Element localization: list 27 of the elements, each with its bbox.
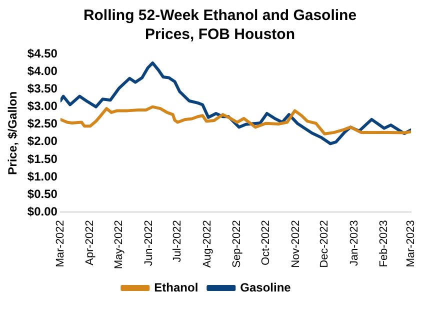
legend-label: Ethanol	[154, 280, 198, 294]
x-tick-label: Mar-2023	[405, 220, 418, 268]
y-tick-label: $1.50	[27, 152, 58, 166]
x-tick-label: May-2022	[113, 220, 126, 270]
x-tick-label: Jul-2022	[172, 220, 184, 262]
x-tick-label: Jun-2022	[142, 220, 155, 266]
y-tick-label: $3.50	[27, 82, 58, 96]
x-tick-label: Nov-2022	[290, 220, 302, 268]
chart-title: Rolling 52-Week Ethanol and Gasoline Prices, FOB Houston	[82, 6, 358, 44]
y-axis-title: Price, $/Gallon	[6, 91, 20, 175]
x-tick-label: Sep-2022	[231, 220, 244, 268]
y-tick-label: $1.00	[27, 169, 58, 184]
legend-label: Gasoline	[240, 280, 292, 294]
x-tick-label: Apr-2022	[84, 220, 96, 266]
x-tick-label: Feb-2023	[378, 220, 390, 268]
x-tick-label: Aug-2022	[201, 220, 214, 268]
x-tick-label: Jan-2023	[348, 220, 360, 266]
y-tick-label: $0.00	[27, 204, 58, 218]
y-tick-label: $4.00	[27, 64, 58, 78]
x-tick-label: Oct-2022	[260, 220, 272, 266]
y-tick-label: $2.00	[27, 134, 58, 148]
x-tick-label: Dec-2022	[318, 220, 331, 268]
y-tick-label: $0.50	[27, 186, 58, 201]
y-tick-label: $2.50	[27, 116, 58, 131]
y-tick-label: $4.50	[27, 46, 58, 61]
x-tick-label: Mar-2022	[54, 220, 66, 268]
y-tick-label: $3.00	[27, 99, 58, 114]
